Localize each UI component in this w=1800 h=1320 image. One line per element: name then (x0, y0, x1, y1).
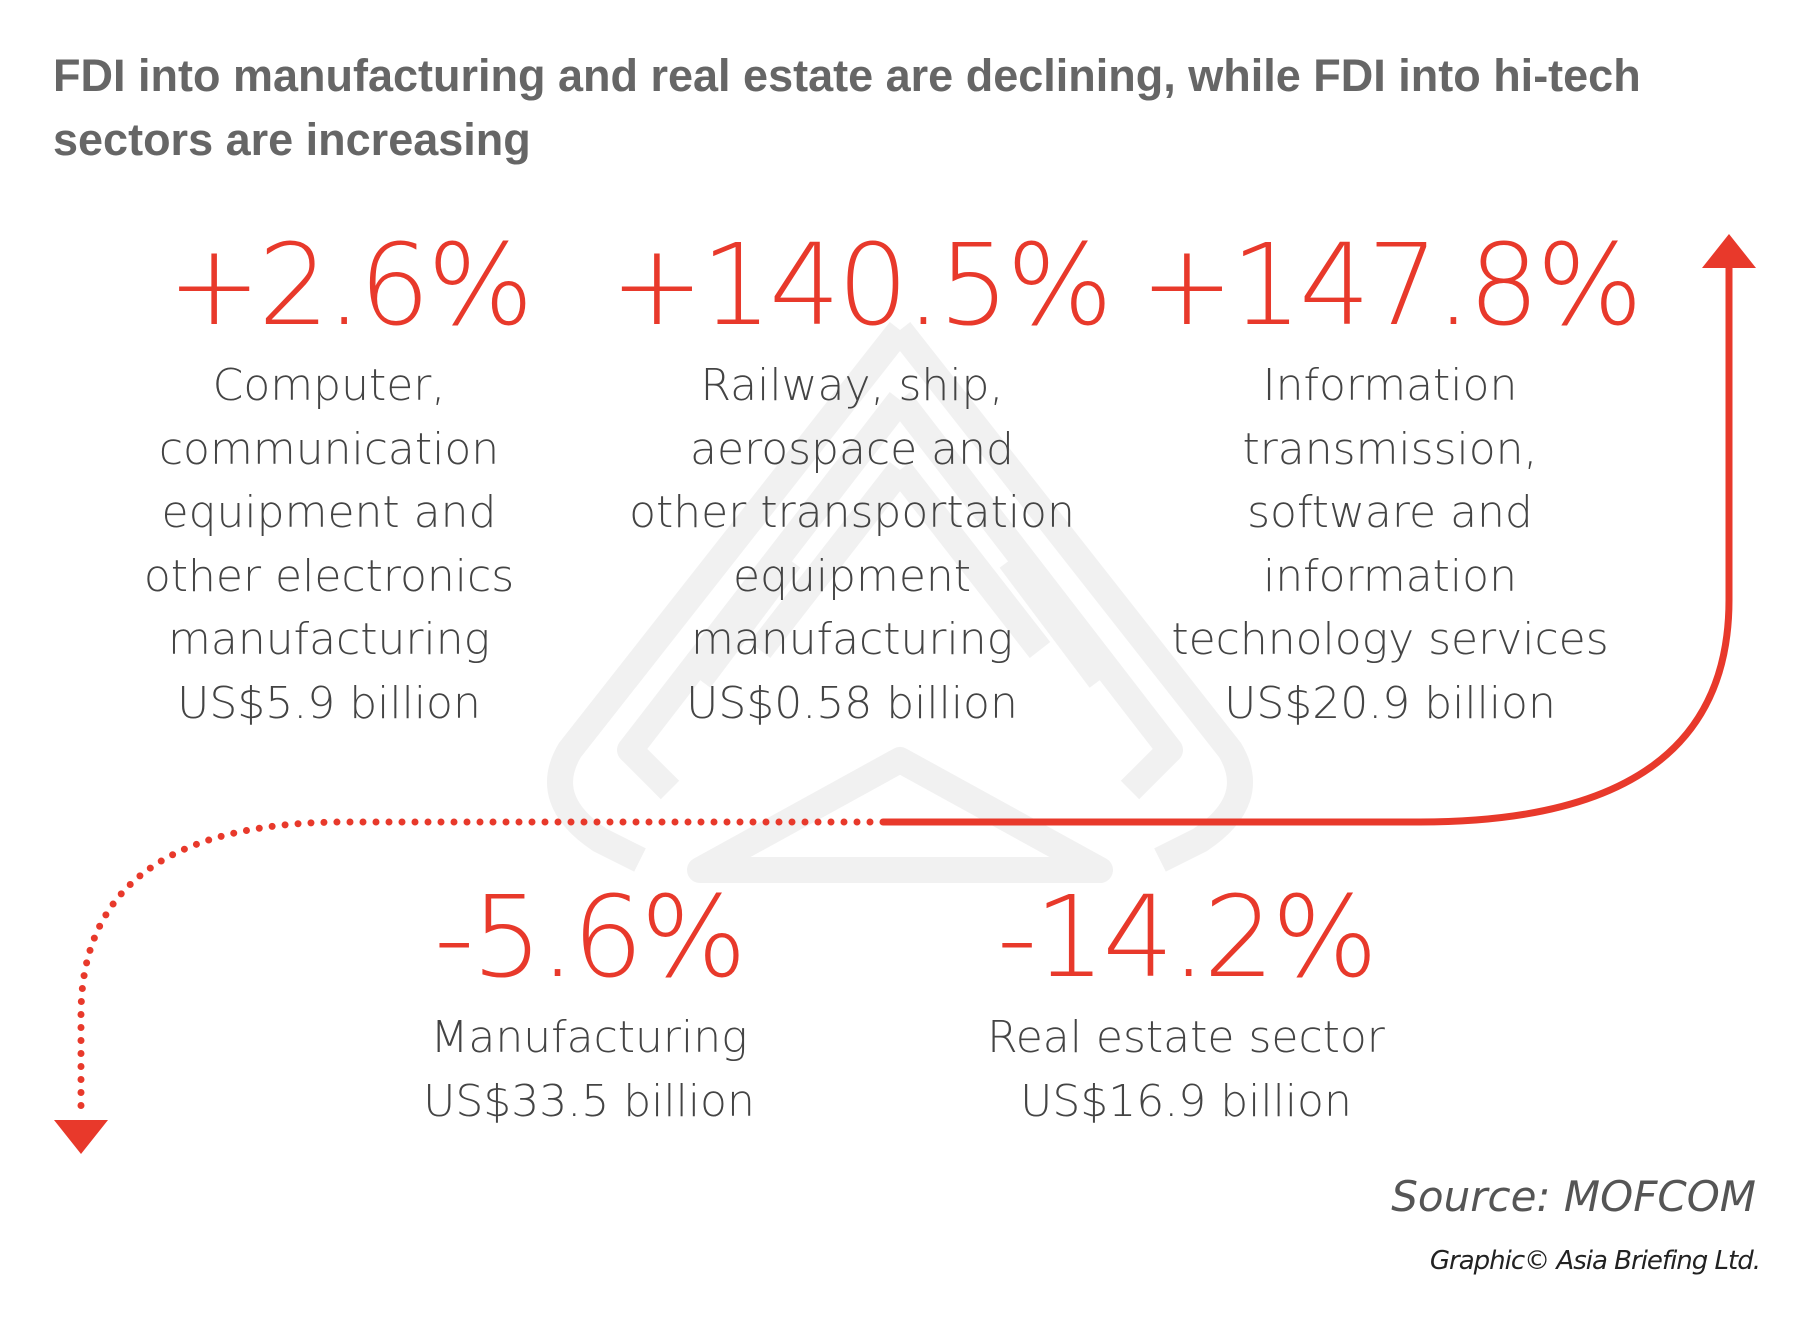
desc-line: other electronics (143, 550, 515, 602)
stat-change: +140.5% (610, 221, 1113, 351)
desc-line: manufacturing (691, 614, 1013, 665)
up-trend-line (883, 266, 1733, 826)
desc-line: Manufacturing (430, 1012, 748, 1063)
desc-line: equipment (732, 550, 972, 602)
desc-line: information (1263, 550, 1517, 602)
stat-transportation-equipment: +140.5% Railway, ship, aerospace and oth… (572, 226, 1132, 735)
stat-change: -5.6% (434, 873, 747, 1003)
stat-description: Manufacturing US$33.5 billion (309, 1006, 869, 1133)
stat-description: Real estate sector US$16.9 billion (906, 1006, 1466, 1133)
up-trend-arrow (883, 234, 1756, 826)
desc-line: equipment and (161, 487, 497, 538)
stat-manufacturing: -5.6% Manufacturing US$33.5 billion (309, 878, 869, 1133)
stat-real-estate: -14.2% Real estate sector US$16.9 billio… (906, 878, 1466, 1133)
source-note: Source: MOFCOM (1391, 1172, 1756, 1221)
desc-line: communication (158, 423, 500, 475)
stat-change: -14.2% (996, 873, 1378, 1003)
stat-change: +147.8% (1140, 221, 1643, 351)
desc-line: transmission, (1242, 423, 1538, 475)
down-trend-arrow (54, 818, 887, 1154)
desc-line: aerospace and (690, 423, 1014, 475)
desc-line: US$20.9 billion (1224, 677, 1556, 729)
desc-line: US$16.9 billion (1020, 1075, 1352, 1127)
desc-line: US$0.58 billion (686, 677, 1018, 729)
stat-information-technology: +147.8% Information transmission, softwa… (1110, 226, 1670, 735)
desc-line: other transportation (629, 487, 1075, 538)
stat-change: +2.6% (167, 221, 533, 351)
desc-line: Real estate sector (987, 1012, 1385, 1063)
arrow-down-icon (54, 1120, 108, 1154)
desc-line: manufacturing (168, 614, 490, 665)
arrow-up-icon (1702, 234, 1756, 268)
stat-description: Railway, ship, aerospace and other trans… (572, 354, 1132, 735)
desc-line: US$33.5 billion (423, 1075, 755, 1127)
logo-watermark (547, 321, 1253, 883)
desc-line: Information (1262, 360, 1518, 411)
desc-line: US$5.9 billion (177, 677, 481, 729)
stat-description: Information transmission, software and i… (1110, 354, 1670, 735)
desc-line: software and (1247, 487, 1533, 538)
page-title: FDI into manufacturing and real estate a… (53, 50, 1641, 165)
stat-description: Computer, communication equipment and ot… (49, 354, 609, 735)
graphic-credit: Graphic© Asia Briefing Ltd. (1429, 1246, 1761, 1276)
down-trend-line (77, 818, 887, 1119)
stat-computer-electronics: +2.6% Computer, communication equipment … (49, 226, 609, 735)
desc-line: Computer, (212, 360, 446, 411)
desc-line: technology services (1171, 614, 1609, 665)
desc-line: Railway, ship, (700, 360, 1004, 411)
